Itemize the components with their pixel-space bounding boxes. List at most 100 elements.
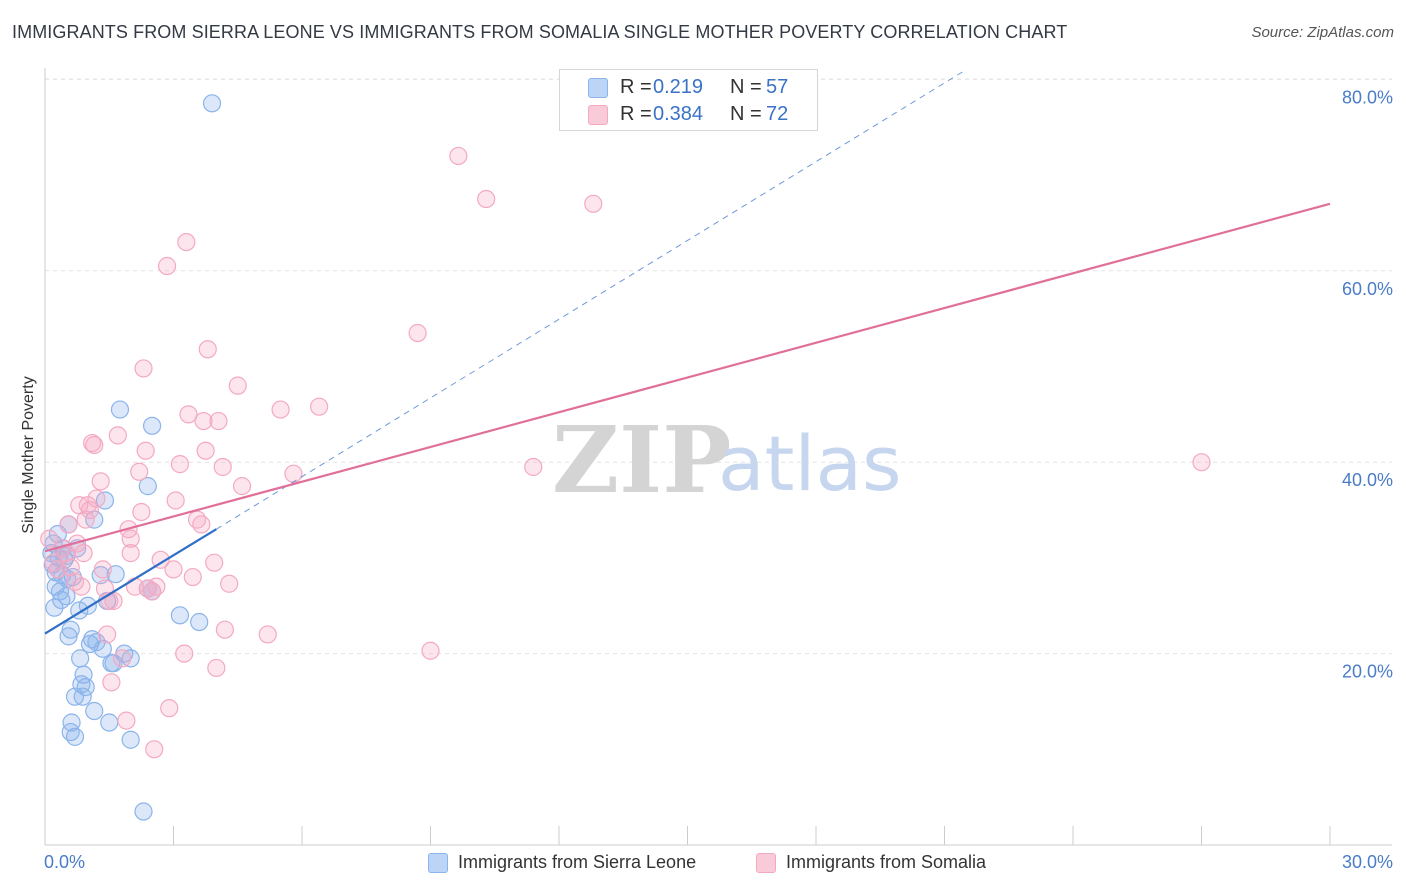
- data-point: [93, 560, 112, 579]
- data-point: [310, 397, 329, 416]
- data-point: [164, 560, 183, 579]
- data-point: [45, 598, 64, 617]
- data-point: [61, 620, 80, 639]
- data-point: [196, 441, 215, 460]
- data-point: [177, 232, 196, 252]
- legend-label-somalia: Immigrants from Somalia: [786, 852, 987, 872]
- y-tick-label: 60.0%: [1342, 279, 1393, 299]
- axes: [44, 68, 1392, 846]
- legend-row-sierra-leone: R = 0.219 N = 57: [560, 74, 817, 102]
- data-point: [40, 529, 59, 548]
- data-point: [232, 477, 252, 496]
- legend-r-label: R =: [620, 103, 652, 125]
- legend-swatch-somalia: [756, 853, 776, 873]
- data-point: [524, 457, 543, 477]
- data-point: [147, 577, 166, 596]
- data-point: [136, 441, 155, 460]
- data-point: [117, 711, 136, 730]
- legend-swatch-somalia: [588, 105, 608, 125]
- data-point: [1192, 453, 1211, 472]
- data-point: [166, 491, 185, 510]
- legend-n-label: N =: [730, 103, 762, 125]
- data-point: [477, 189, 496, 209]
- data-point: [76, 510, 95, 529]
- data-point: [209, 411, 228, 431]
- data-point: [121, 730, 140, 749]
- grid-lines: [45, 78, 1392, 655]
- data-point: [215, 620, 234, 639]
- data-point: [121, 544, 140, 563]
- data-point: [271, 400, 290, 419]
- data-point: [85, 435, 104, 455]
- trend-line: [44, 202, 1331, 553]
- watermark-zip: ZIP: [552, 406, 731, 514]
- data-point: [421, 641, 440, 660]
- data-point: [76, 677, 95, 697]
- legend-label-sierra-leone: Immigrants from Sierra Leone: [458, 852, 697, 872]
- data-point: [112, 649, 132, 668]
- legend-r-value: 0.219: [653, 76, 704, 98]
- tick-labels: 20.0% 40.0% 60.0% 80.0% 0.0% 30.0%: [44, 87, 1393, 872]
- data-point: [170, 606, 190, 625]
- y-tick-label: 20.0%: [1342, 662, 1393, 682]
- data-point: [157, 256, 177, 276]
- data-point: [108, 426, 127, 445]
- data-point: [190, 612, 209, 632]
- data-point: [408, 323, 427, 343]
- data-point: [134, 359, 153, 378]
- data-point: [61, 558, 80, 577]
- legend-row-somalia: R = 0.384 N = 72: [560, 101, 817, 129]
- data-point: [449, 146, 468, 166]
- correlation-legend: R = 0.219 N = 57 R = 0.384 N = 72: [559, 69, 818, 131]
- legend-swatch-sierra-leone: [588, 78, 608, 98]
- data-point: [72, 577, 91, 596]
- data-point: [160, 699, 179, 718]
- data-point: [284, 464, 303, 483]
- data-point: [207, 658, 226, 678]
- legend-r-value: 0.384: [653, 103, 704, 125]
- data-point: [121, 529, 140, 548]
- legend-n-value: 57: [766, 76, 789, 98]
- data-point: [142, 416, 162, 435]
- trend-line-dashed: [216, 69, 967, 530]
- data-point: [93, 639, 112, 658]
- data-point: [65, 727, 85, 746]
- data-point: [213, 457, 232, 477]
- data-point: [205, 553, 224, 572]
- data-point: [175, 644, 194, 663]
- watermark-atlas: atlas: [718, 419, 902, 508]
- data-point: [62, 713, 81, 732]
- series-legend: Immigrants from Sierra Leone Immigrants …: [0, 852, 1406, 878]
- data-point: [151, 550, 170, 569]
- data-point: [170, 455, 190, 474]
- trend-line: [44, 528, 217, 635]
- x-tick-label-max: 30.0%: [1342, 852, 1393, 872]
- data-point: [74, 544, 93, 563]
- data-point: [192, 515, 211, 534]
- x-tick-label-min: 0.0%: [44, 852, 85, 872]
- data-point: [110, 400, 130, 419]
- data-point: [134, 802, 153, 821]
- data-point: [91, 472, 110, 491]
- data-point: [59, 515, 78, 534]
- legend-n-label: N =: [730, 76, 762, 98]
- legend-n-value: 72: [766, 103, 789, 125]
- data-point: [98, 625, 117, 644]
- source-credit: Source: ZipAtlas.com: [1251, 24, 1394, 41]
- data-point: [59, 627, 78, 646]
- data-point: [100, 713, 119, 732]
- data-point: [258, 625, 277, 644]
- data-point: [220, 574, 239, 593]
- data-point: [202, 94, 222, 113]
- data-point: [132, 502, 151, 522]
- legend-swatch-sierra-leone: [428, 853, 448, 873]
- chart-title: IMMIGRANTS FROM SIERRA LEONE VS IMMIGRAN…: [12, 22, 1068, 42]
- y-tick-label: 80.0%: [1342, 87, 1393, 107]
- data-point: [145, 740, 164, 759]
- data-point: [584, 194, 603, 213]
- data-point: [80, 500, 100, 520]
- data-point: [183, 567, 202, 587]
- data-point: [194, 411, 213, 431]
- watermark: ZIP atlas: [552, 406, 902, 514]
